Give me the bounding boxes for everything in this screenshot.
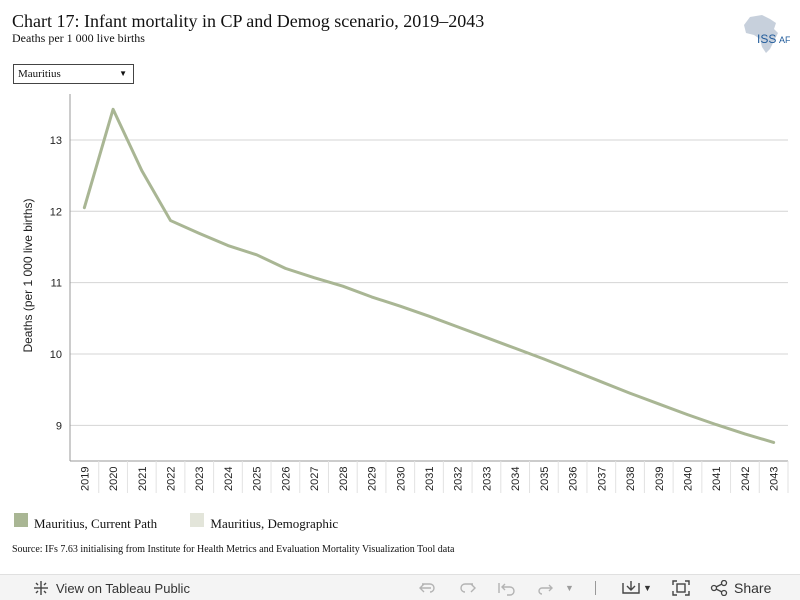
data-point: [140, 169, 143, 172]
x-tick-label: 2035: [539, 467, 551, 491]
data-point: [657, 402, 660, 406]
undo-icon: [419, 583, 435, 593]
share-label: Share: [734, 580, 772, 596]
y-tick-label: 11: [51, 278, 62, 290]
share-icon: [710, 580, 728, 596]
x-tick-label: 2041: [711, 467, 723, 491]
caret-down-icon: ▼: [119, 69, 127, 78]
x-tick-label: 2042: [740, 467, 752, 491]
data-point: [686, 413, 689, 416]
x-tick-label: 2027: [309, 467, 321, 491]
undo-button[interactable]: [418, 575, 438, 600]
revert-icon: [498, 583, 515, 596]
data-point: [772, 441, 775, 444]
caret-down-icon: ▼: [643, 583, 652, 593]
caret-down-icon: ▼: [565, 583, 574, 593]
share-button[interactable]: Share: [710, 575, 771, 600]
chart-subtitle: Deaths per 1 000 live births: [12, 31, 145, 45]
data-point: [542, 357, 546, 361]
logo-text: ISS: [757, 32, 776, 46]
data-point: [284, 267, 287, 270]
line-chart: 9 10 11 12 13 2019 2020 2021 2022 2023 2024 2025 202…: [21, 94, 789, 493]
data-point: [312, 276, 316, 279]
x-tick-label: 2036: [568, 467, 580, 491]
view-on-tableau-label: View on Tableau Public: [56, 580, 190, 596]
data-point: [226, 244, 230, 247]
legend: Mauritius, Current Path Mauritius, Demog…: [14, 513, 368, 531]
y-tick-label: 12: [50, 206, 62, 218]
data-point: [743, 432, 747, 436]
x-tick-label: 2033: [481, 467, 493, 491]
data-point: [370, 295, 373, 299]
data-point: [83, 206, 86, 209]
tableau-toolbar: View on Tableau Public ▼ ▼: [0, 574, 800, 600]
data-point: [485, 336, 488, 339]
x-tick-label: 2034: [510, 467, 522, 491]
legend-swatch-current-path: [14, 513, 28, 527]
logo-text-2: AF: [779, 35, 790, 45]
x-tick-label: 2023: [194, 467, 206, 491]
refresh-button[interactable]: [535, 575, 555, 600]
x-tick-label: 2031: [424, 467, 436, 491]
data-point: [427, 314, 431, 318]
download-icon: [622, 581, 640, 594]
legend-item-demographic[interactable]: Mauritius, Demographic: [190, 513, 338, 531]
data-point: [628, 392, 632, 395]
redo-icon: [460, 583, 476, 593]
x-tick-label: 2029: [367, 467, 379, 491]
x-tick-label: 2038: [625, 467, 637, 491]
redo-button[interactable]: [457, 575, 477, 600]
legend-item-current-path[interactable]: Mauritius, Current Path: [14, 513, 157, 531]
y-tick-label: 9: [56, 420, 62, 432]
refresh-icon: [538, 584, 553, 595]
data-point: [198, 232, 201, 235]
legend-label-demographic: Mauritius, Demographic: [210, 516, 339, 531]
x-tick-label: 2043: [769, 467, 781, 491]
view-on-tableau-button[interactable]: View on Tableau Public: [33, 575, 190, 600]
data-point: [341, 285, 345, 288]
chart-title: Chart 17: Infant mortality in CP and Dem…: [12, 11, 485, 31]
data-point: [513, 347, 517, 350]
country-filter-value: Mauritius: [18, 68, 61, 80]
x-tick-label: 2032: [453, 467, 465, 491]
data-point: [169, 219, 172, 222]
x-tick-label: 2026: [280, 467, 292, 491]
y-tick-label: 13: [50, 135, 62, 147]
x-tick-label: 2020: [108, 467, 120, 491]
x-tick-label: 2024: [223, 467, 235, 491]
data-point: [255, 253, 258, 257]
data-point: [715, 423, 718, 426]
x-tick-label: 2019: [79, 467, 91, 491]
x-tick-label: 2022: [166, 467, 178, 491]
fullscreen-icon: [672, 580, 690, 596]
source-note: Source: IFs 7.63 initialising from Insti…: [12, 544, 455, 555]
x-tick-label: 2040: [682, 467, 694, 491]
data-point: [111, 108, 115, 111]
iss-logo: ISS AF: [740, 13, 791, 55]
x-tick-label: 2028: [338, 467, 350, 491]
data-point: [600, 380, 603, 384]
x-tick-label: 2030: [395, 467, 407, 491]
x-tick-label: 2021: [137, 467, 149, 491]
y-tick-label: 10: [50, 349, 62, 361]
data-point: [571, 369, 574, 372]
revert-button[interactable]: [497, 575, 517, 600]
legend-swatch-demographic: [190, 513, 205, 527]
country-filter-dropdown[interactable]: Mauritius ▼: [13, 64, 134, 84]
legend-label-current-path: Mauritius, Current Path: [34, 516, 158, 531]
x-tick-label: 2037: [596, 467, 608, 491]
fullscreen-button[interactable]: [672, 575, 690, 600]
download-button[interactable]: ▼: [622, 575, 652, 600]
series-line-current-path: [82, 107, 776, 444]
x-tick-label: 2025: [252, 467, 264, 491]
data-point: [399, 304, 402, 308]
africa-map-icon: [744, 15, 778, 53]
refresh-menu-button[interactable]: ▼: [565, 575, 574, 600]
data-point: [456, 325, 459, 329]
y-axis-label: Deaths (per 1 000 live births): [21, 198, 35, 352]
tableau-icon: [34, 581, 48, 595]
toolbar-divider: [595, 581, 596, 595]
x-tick-label: 2039: [654, 467, 666, 491]
